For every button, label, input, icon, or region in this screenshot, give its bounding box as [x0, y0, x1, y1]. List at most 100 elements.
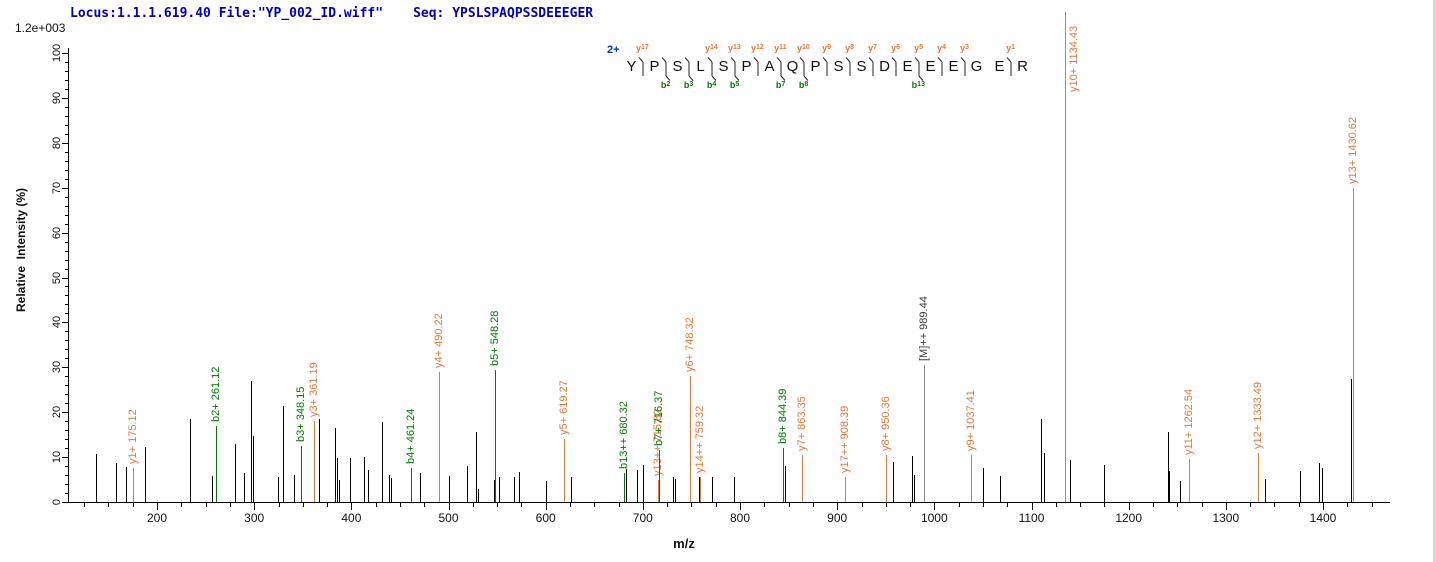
peak-b5: [495, 369, 496, 502]
y-tick-label: 50: [51, 271, 63, 284]
seq-residue-12: D: [879, 58, 890, 75]
seq-residue-15: E: [948, 58, 959, 75]
y-minor-tick: [65, 79, 68, 81]
peak: [494, 480, 495, 502]
peak-y12: [1258, 452, 1259, 502]
y-ion-label-y1: y1: [1006, 43, 1016, 53]
y-tick-label: 30: [51, 361, 63, 374]
y-minor-tick: [65, 304, 68, 306]
seq-residue-2: P: [649, 58, 660, 75]
x-minor-tick: [570, 503, 571, 507]
x-minor-tick: [1007, 503, 1009, 507]
peak: [420, 473, 421, 502]
peak: [1070, 459, 1071, 502]
y-tick-label: 100: [51, 43, 63, 63]
peak-label-y4: y4+ 490.22: [433, 313, 445, 368]
x-minor-tick: [1080, 503, 1082, 507]
x-minor-tick: [84, 503, 86, 507]
y-minor-tick: [65, 475, 68, 477]
x-minor-tick: [788, 503, 790, 507]
y-minor-tick: [65, 169, 68, 171]
x-minor-tick: [1055, 503, 1057, 507]
peak: [278, 477, 279, 502]
peak-y13: [1353, 187, 1354, 502]
seq-residue-17: E: [994, 58, 1005, 75]
y-scale-note: 1.2e+003: [15, 21, 66, 35]
x-tick-label: 900: [827, 511, 848, 525]
seq-residue-5: S: [718, 58, 729, 75]
y-ion-label-y17: y17: [635, 43, 649, 53]
peak: [467, 465, 468, 502]
b-ion-label-b2: b2: [660, 80, 671, 90]
peak: [476, 432, 477, 502]
peak: [893, 461, 894, 502]
x-minor-tick: [229, 503, 231, 507]
y-tick-label: 0: [51, 498, 63, 506]
peak: [912, 456, 913, 502]
x-minor-tick: [1201, 503, 1203, 507]
x-tick-label: 1100: [1018, 511, 1045, 525]
peak-label-b3: b3+ 348.15: [295, 386, 307, 442]
y-minor-tick: [65, 259, 68, 261]
peak-label-y5: y5+ 619.27: [558, 380, 570, 436]
peak: [1351, 378, 1352, 502]
peak: [126, 466, 127, 502]
peak: [116, 462, 117, 502]
x-tick-label: 300: [244, 511, 265, 525]
peak-label-y10: y10+ 1134.43: [1068, 25, 1080, 92]
peak: [712, 477, 713, 502]
seq-residue-8: Q: [786, 58, 799, 75]
fragment-mark-1: [638, 57, 644, 76]
peak: [96, 454, 97, 502]
y-minor-tick: [65, 466, 68, 468]
x-minor-tick: [1274, 503, 1276, 507]
seq-residue-14: E: [925, 58, 936, 75]
x-minor-tick: [108, 503, 110, 507]
seq-residue-16: G: [970, 58, 983, 75]
peak-label-y13: y13+ 1430.62: [1347, 116, 1359, 184]
y-minor-tick: [65, 358, 68, 360]
peak: [519, 471, 520, 502]
peak: [1322, 467, 1323, 502]
peak: [1168, 432, 1169, 502]
x-minor-tick: [181, 503, 183, 507]
peak: [785, 466, 786, 502]
y-minor-tick: [65, 178, 68, 180]
peak: [1319, 463, 1320, 502]
peak-y6: [690, 376, 691, 502]
peak-y9: [971, 454, 972, 502]
peak-M: [924, 365, 925, 502]
fragment-mark-9: [822, 57, 828, 76]
y-ion-label-y10: y10: [796, 43, 810, 53]
peak: [734, 477, 735, 502]
peak-b13: [624, 472, 625, 502]
y-minor-tick: [65, 403, 68, 405]
fragment-mark-5: [730, 57, 740, 81]
x-major-tick: [837, 503, 839, 510]
seq-residue-11: S: [856, 58, 867, 75]
peak: [335, 428, 336, 502]
peak-label-y11: y11+ 1262.54: [1183, 389, 1195, 456]
y-minor-tick: [65, 349, 68, 351]
peak-label-y8: y8+ 950.36: [880, 396, 892, 451]
y-major-tick: [62, 502, 68, 503]
peak: [546, 480, 547, 502]
y-ion-label-y14: y14: [704, 43, 718, 53]
y-minor-tick: [65, 196, 68, 198]
y-ion-label-y8: y8: [845, 43, 855, 53]
header-bar: Locus:1.1.1.619.40 File:"YP_002_ID.wiff"…: [70, 6, 593, 21]
y-minor-tick: [65, 214, 68, 216]
x-minor-tick: [861, 503, 863, 507]
fragment-mark-4: [707, 57, 717, 81]
x-axis-line: [68, 502, 1390, 503]
x-minor-tick: [278, 503, 280, 507]
b-ion-label-b8: b8: [798, 80, 809, 90]
y-ion-label-y13: y13: [727, 43, 741, 53]
y-minor-tick: [65, 385, 68, 387]
y-major-tick: [62, 322, 68, 324]
x-major-tick: [642, 503, 644, 510]
peak: [643, 464, 644, 502]
x-tick-label: 200: [146, 511, 168, 525]
peak: [253, 436, 254, 502]
